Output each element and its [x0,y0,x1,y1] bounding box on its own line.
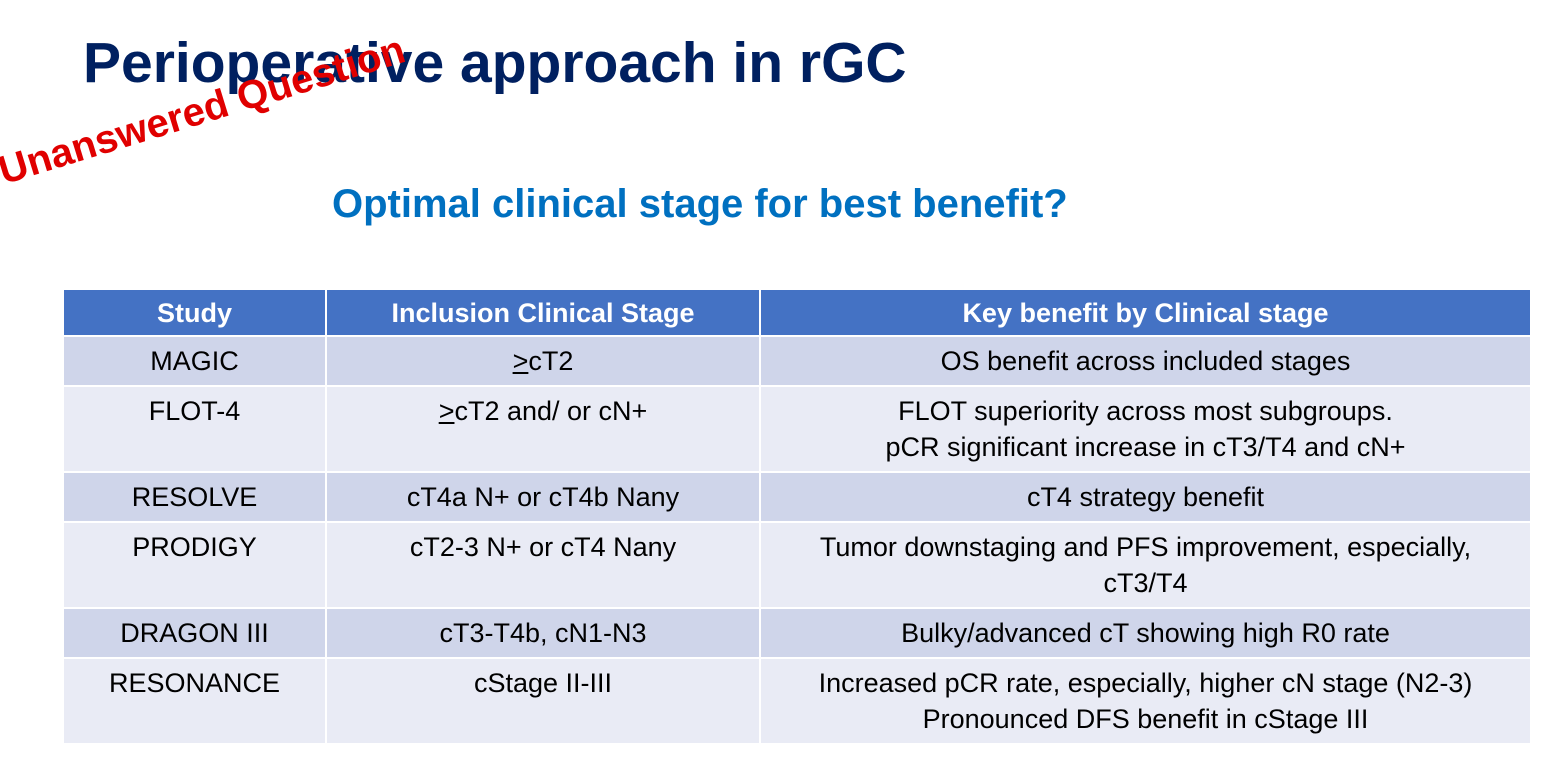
table-row: MAGIC >cT2 OS benefit across included stag… [62,335,1532,387]
subtitle: Optimal clinical stage for best benefit? [332,182,1068,226]
table-cell: PRODIGY [62,521,327,609]
table-row: RESONANCE cStage II-III Increased pCR rate… [62,657,1532,745]
table-row: DRAGON III cT3-T4b, cN1-N3 Bulky/advanced … [62,607,1532,659]
table-cell: cT4a N+ or cT4b Nany [325,471,761,523]
table-cell: >cT2 [325,335,761,387]
cell-line: Increased pCR rate, especially, higher c… [818,668,1473,698]
table-body: MAGIC >cT2 OS benefit across included stag… [62,335,1532,745]
table-cell: cStage II-III [325,657,761,745]
header-row: Study Inclusion Clinical Stage Key benefit… [62,288,1532,337]
cell-line: pCR significant increase in cT3/T4 and c… [885,432,1406,462]
table-cell: Tumor downstaging and PFS improvement, e… [759,521,1532,609]
study-table: Study Inclusion Clinical Stage Key benefit… [62,288,1532,745]
table-row: FLOT-4 >cT2 and/ or cN+ FLOT superiority a… [62,385,1532,473]
table-cell: FLOT superiority across most subgroups. p… [759,385,1532,473]
table-cell: cT4 strategy benefit [759,471,1532,523]
cell-line: Bulky/advanced cT showing high R0 rate [901,618,1390,648]
cell-line: OS benefit across included stages [940,346,1351,376]
table-cell: OS benefit across included stages [759,335,1532,387]
table-cell: Increased pCR rate, especially, higher c… [759,657,1532,745]
table-row: RESOLVE cT4a N+ or cT4b Nany cT4 strategy … [62,471,1532,523]
cell-line: cT4 strategy benefit [1026,482,1265,512]
table-cell: Bulky/advanced cT showing high R0 rate [759,607,1532,659]
slide-title: Perioperative approach in rGC [83,31,907,95]
table-cell: RESONANCE [62,657,327,745]
table-cell: cT2-3 N+ or cT4 Nany [325,521,761,609]
table-row: PRODIGY cT2-3 N+ or cT4 Nany Tumor downsta… [62,521,1532,609]
table-cell: >cT2 and/ or cN+ [325,385,761,473]
column-header: Key benefit by Clinical stage [759,288,1532,337]
column-header: Inclusion Clinical Stage [325,288,761,337]
table-cell: RESOLVE [62,471,327,523]
cell-line: cT3/T4 [1103,568,1188,598]
cell-line: FLOT superiority across most subgroups. [898,396,1393,426]
cell-line: Tumor downstaging and PFS improvement, e… [819,532,1472,562]
cell-line: Pronounced DFS benefit in cStage III [922,704,1369,734]
column-header: Study [62,288,327,337]
table-cell: DRAGON III [62,607,327,659]
table-cell: cT3-T4b, cN1-N3 [325,607,761,659]
table-cell: MAGIC [62,335,327,387]
table-cell: FLOT-4 [62,385,327,473]
